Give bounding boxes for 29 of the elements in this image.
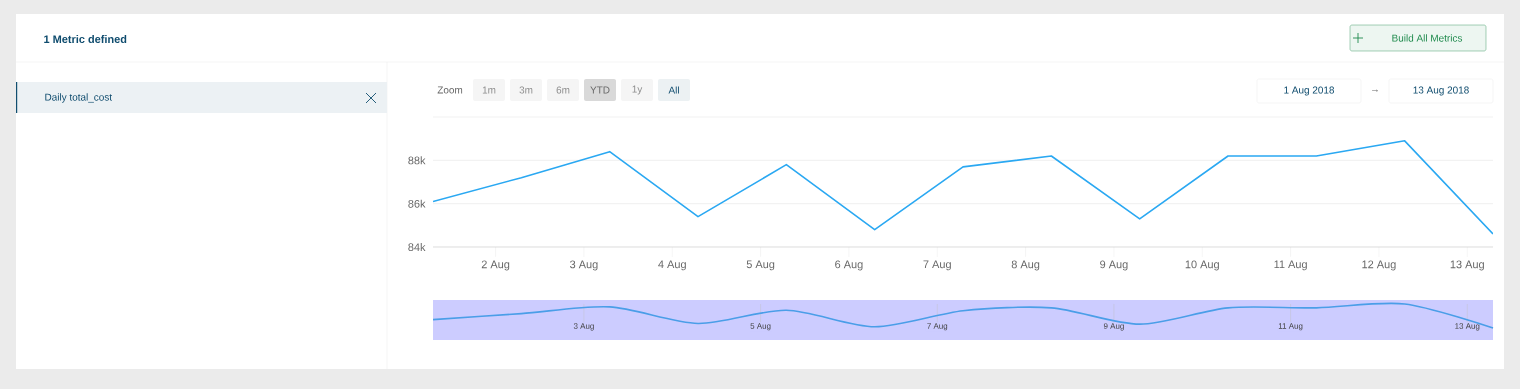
- x-tick-label: 9 Aug: [1100, 260, 1128, 271]
- text: Daily total_cost: [45, 93, 112, 103]
- text: 1y: [632, 85, 643, 95]
- text: All: [668, 86, 679, 94]
- x-tick-label: 5 Aug: [746, 260, 775, 271]
- text: 1m: [482, 86, 496, 94]
- y-tick-label: 88k: [408, 156, 426, 165]
- x-tick-label: 3 Aug: [570, 260, 598, 271]
- text: YTD: [590, 86, 610, 94]
- x-tick-label: 8 Aug: [1011, 260, 1040, 271]
- text: 1 Aug 2018: [1284, 86, 1335, 96]
- x-tick-label: 10 Aug: [1185, 260, 1219, 271]
- text: 13 Aug 2018: [1413, 86, 1469, 96]
- x-tick-label: 6 Aug: [835, 260, 863, 271]
- text: Zoom: [437, 86, 463, 94]
- x-tick-label: 4 Aug: [658, 260, 686, 271]
- text: 6m: [556, 86, 570, 94]
- text: Build All Metrics: [1392, 34, 1463, 42]
- text: 3m: [519, 86, 533, 94]
- x-tick-label: 7 Aug: [923, 260, 951, 271]
- x-tick-label: 2 Aug: [481, 260, 510, 271]
- y-tick-label: 84k: [408, 242, 426, 252]
- x-tick-label: 13 Aug: [1450, 260, 1484, 271]
- x-tick-label: 11 Aug: [1274, 260, 1307, 271]
- y-tick-label: 86k: [408, 199, 426, 208]
- line-series: [433, 140, 1494, 235]
- text: →: [1372, 89, 1378, 92]
- x-tick-label: 12 Aug: [1362, 260, 1396, 271]
- text: 1 Metric defined: [44, 34, 127, 44]
